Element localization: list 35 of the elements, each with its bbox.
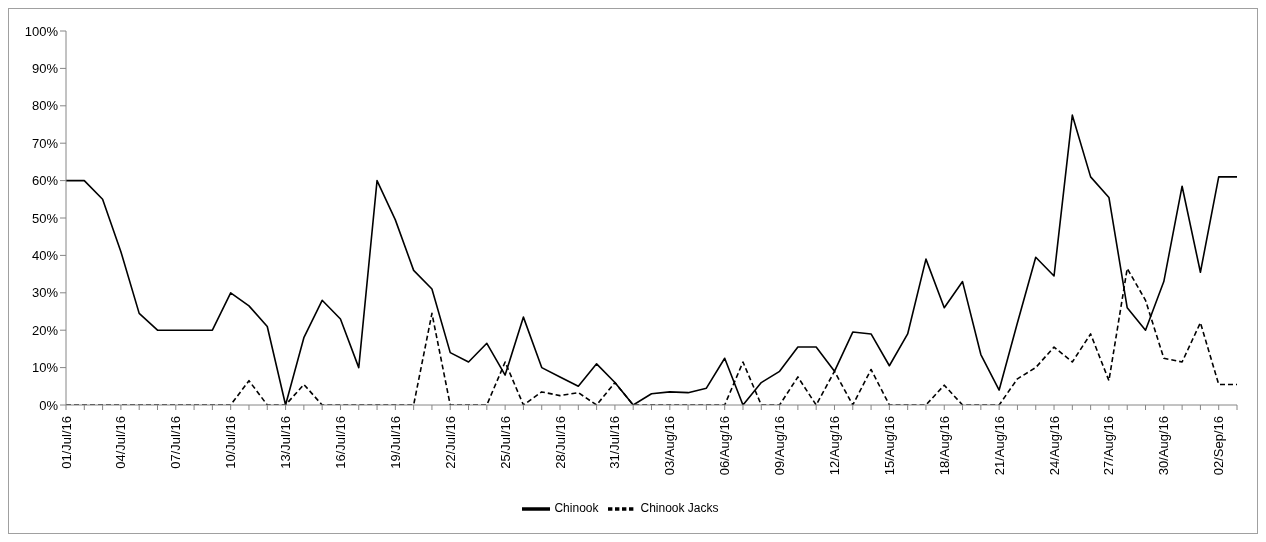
y-tick-label: 90% xyxy=(31,61,59,77)
x-tick-label: 24/Aug/16 xyxy=(1046,416,1062,476)
y-tick-label: 70% xyxy=(31,135,59,151)
legend-label: Chinook Jacks xyxy=(640,501,719,516)
x-tick-label: 15/Aug/16 xyxy=(881,416,897,476)
x-tick-label: 04/Jul/16 xyxy=(113,416,129,469)
x-tick-label: 09/Aug/16 xyxy=(772,416,788,476)
y-tick-label: 40% xyxy=(31,248,59,264)
legend-label: Chinook xyxy=(554,501,599,516)
x-tick-label: 19/Jul/16 xyxy=(387,416,403,469)
y-tick-label: 60% xyxy=(31,173,59,189)
x-tick-label: 21/Aug/16 xyxy=(991,416,1007,476)
x-tick-label: 25/Jul/16 xyxy=(497,416,513,469)
x-tick-label: 06/Aug/16 xyxy=(717,416,733,476)
x-tick-label: 01/Jul/16 xyxy=(58,416,74,469)
x-tick-label: 07/Jul/16 xyxy=(168,416,184,469)
x-tick-label: 12/Aug/16 xyxy=(826,416,842,476)
y-tick-label: 50% xyxy=(31,210,59,226)
x-tick-label: 28/Jul/16 xyxy=(552,416,568,469)
y-tick-label: 30% xyxy=(31,285,59,301)
x-tick-label: 16/Jul/16 xyxy=(332,416,348,469)
y-tick-label: 80% xyxy=(31,98,59,114)
x-tick-label: 10/Jul/16 xyxy=(223,416,239,469)
x-tick-label: 02/Sep/16 xyxy=(1211,416,1227,476)
x-tick-label: 31/Jul/16 xyxy=(607,416,623,469)
y-tick-label: 100% xyxy=(24,23,59,39)
x-tick-label: 13/Jul/16 xyxy=(278,416,294,469)
y-tick-label: 10% xyxy=(31,360,59,376)
x-tick-label: 18/Aug/16 xyxy=(936,416,952,476)
x-tick-label: 03/Aug/16 xyxy=(662,416,678,476)
y-tick-label: 20% xyxy=(31,322,59,338)
y-tick-label: 0% xyxy=(39,397,59,413)
x-tick-label: 22/Jul/16 xyxy=(442,416,458,469)
x-tick-label: 27/Aug/16 xyxy=(1101,416,1117,476)
x-tick-label: 30/Aug/16 xyxy=(1156,416,1172,476)
